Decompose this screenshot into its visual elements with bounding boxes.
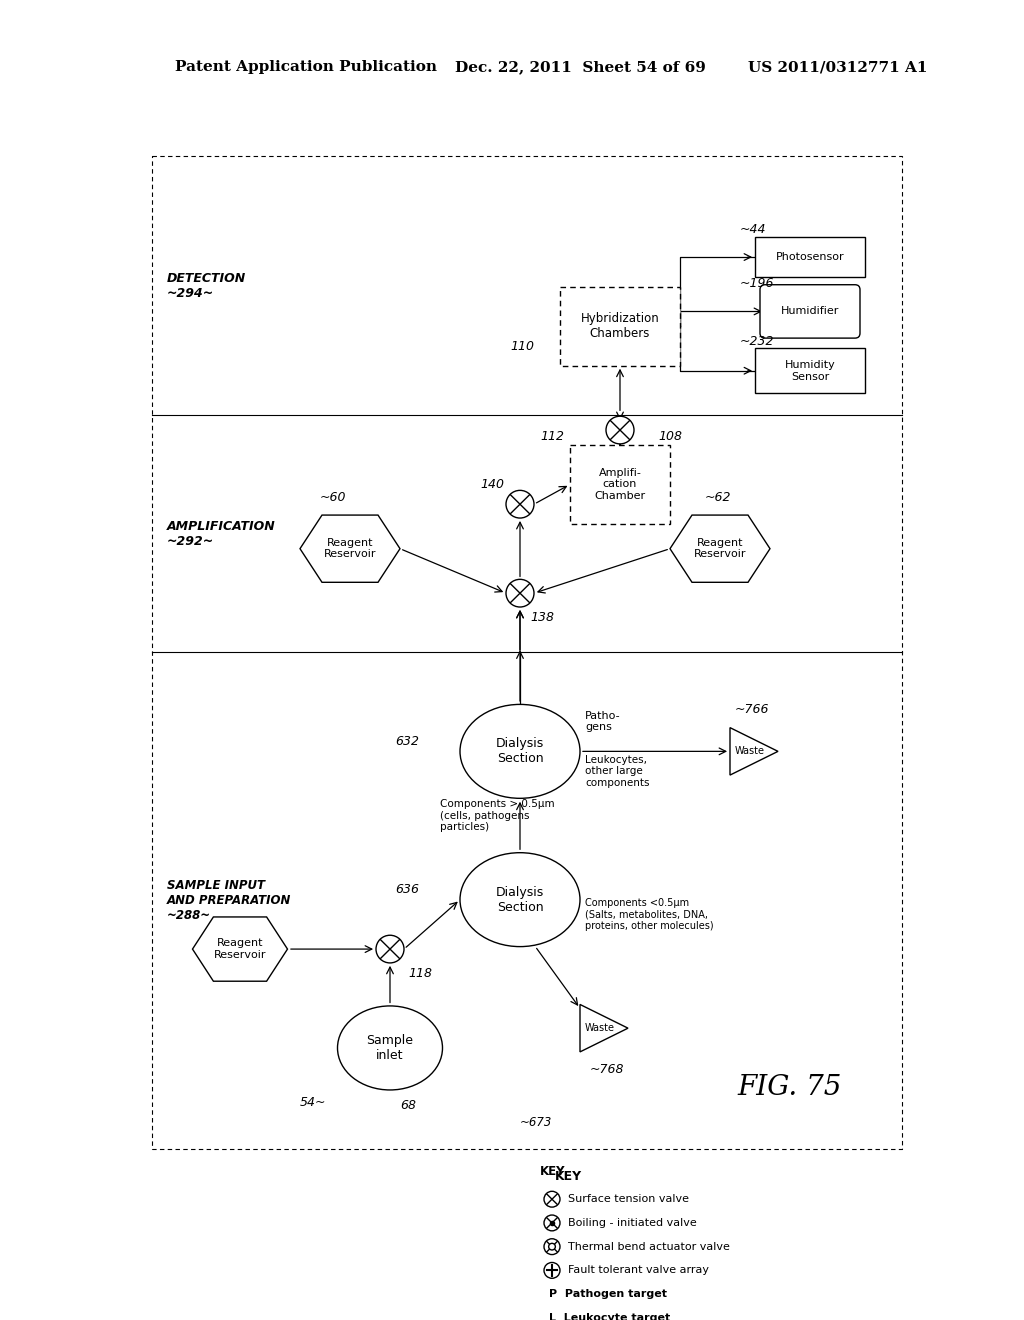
Circle shape [506, 490, 534, 517]
Text: US 2011/0312771 A1: US 2011/0312771 A1 [748, 61, 928, 74]
Bar [152, 156, 902, 1148]
Text: ~196: ~196 [740, 277, 774, 290]
Text: 636: 636 [395, 883, 419, 896]
Text: Patho-
gens: Patho- gens [585, 711, 621, 733]
Text: Sample
inlet: Sample inlet [367, 1034, 414, 1063]
Polygon shape [300, 515, 400, 582]
Text: Reagent
Reservoir: Reagent Reservoir [214, 939, 266, 960]
Text: 632: 632 [395, 735, 419, 748]
Text: 54~: 54~ [300, 1096, 327, 1109]
FancyBboxPatch shape [760, 285, 860, 338]
Ellipse shape [338, 1006, 442, 1090]
Text: ~62: ~62 [705, 491, 731, 504]
Polygon shape [670, 515, 770, 582]
Text: ~60: ~60 [319, 491, 346, 504]
Text: Patent Application Publication: Patent Application Publication [175, 61, 437, 74]
Polygon shape [193, 917, 288, 981]
Ellipse shape [460, 853, 580, 946]
Polygon shape [580, 1005, 628, 1052]
Circle shape [506, 579, 534, 607]
Text: Reagent
Reservoir: Reagent Reservoir [324, 537, 376, 560]
Circle shape [544, 1262, 560, 1278]
Text: AMPLIFICATION
~292~: AMPLIFICATION ~292~ [167, 520, 275, 548]
Text: Waste: Waste [735, 746, 765, 756]
Text: ~768: ~768 [590, 1063, 625, 1076]
Text: 112: 112 [540, 430, 564, 444]
Text: KEY: KEY [555, 1170, 582, 1183]
Text: SAMPLE INPUT
AND PREPARATION
~288~: SAMPLE INPUT AND PREPARATION ~288~ [167, 879, 292, 923]
Text: Boiling - initiated valve: Boiling - initiated valve [568, 1218, 696, 1228]
Text: Humidifier: Humidifier [781, 306, 840, 317]
Text: 110: 110 [510, 339, 534, 352]
Text: Components <0.5μm
(Salts, metabolites, DNA,
proteins, other molecules): Components <0.5μm (Salts, metabolites, D… [585, 898, 714, 931]
Text: Fault tolerant valve array: Fault tolerant valve array [568, 1266, 709, 1275]
Ellipse shape [460, 705, 580, 799]
Text: ~44: ~44 [740, 223, 767, 236]
Text: Leukocytes,
other large
components: Leukocytes, other large components [585, 755, 649, 788]
Text: Photosensor: Photosensor [776, 252, 845, 263]
Text: KEY: KEY [540, 1166, 565, 1177]
Text: Waste: Waste [585, 1023, 615, 1034]
Text: Dec. 22, 2011  Sheet 54 of 69: Dec. 22, 2011 Sheet 54 of 69 [455, 61, 706, 74]
Text: Humidity
Sensor: Humidity Sensor [784, 360, 836, 381]
Text: ~766: ~766 [735, 704, 769, 717]
Text: Dialysis
Section: Dialysis Section [496, 738, 544, 766]
Bar [570, 445, 670, 524]
Text: 138: 138 [530, 611, 554, 624]
Text: Reagent
Reservoir: Reagent Reservoir [693, 537, 746, 560]
Text: P  Pathogen target: P Pathogen target [549, 1290, 667, 1299]
Text: Dialysis
Section: Dialysis Section [496, 886, 544, 913]
Circle shape [376, 936, 404, 962]
Text: ~232: ~232 [740, 334, 774, 347]
Text: 140: 140 [480, 478, 504, 491]
Text: Hybridization
Chambers: Hybridization Chambers [581, 313, 659, 341]
Circle shape [606, 416, 634, 444]
Circle shape [544, 1191, 560, 1206]
Polygon shape [730, 727, 778, 775]
Bar [560, 286, 680, 366]
Text: Thermal bend actuator valve: Thermal bend actuator valve [568, 1242, 730, 1251]
Circle shape [549, 1243, 555, 1250]
Text: Surface tension valve: Surface tension valve [568, 1195, 689, 1204]
Bar [755, 348, 865, 393]
Text: FIG. 75: FIG. 75 [738, 1074, 842, 1101]
Text: DETECTION
~294~: DETECTION ~294~ [167, 272, 246, 300]
Text: 118: 118 [408, 968, 432, 981]
Text: Components > 0.5μm
(cells, pathogens
particles): Components > 0.5μm (cells, pathogens par… [440, 799, 555, 833]
Circle shape [544, 1238, 560, 1254]
Text: Amplifi-
cation
Chamber: Amplifi- cation Chamber [595, 467, 645, 502]
Text: L  Leukocyte target: L Leukocyte target [549, 1313, 671, 1320]
Circle shape [544, 1214, 560, 1230]
Text: 68: 68 [400, 1098, 416, 1111]
Text: 108: 108 [658, 430, 682, 444]
Bar [755, 238, 865, 277]
Text: ~673: ~673 [520, 1115, 552, 1129]
